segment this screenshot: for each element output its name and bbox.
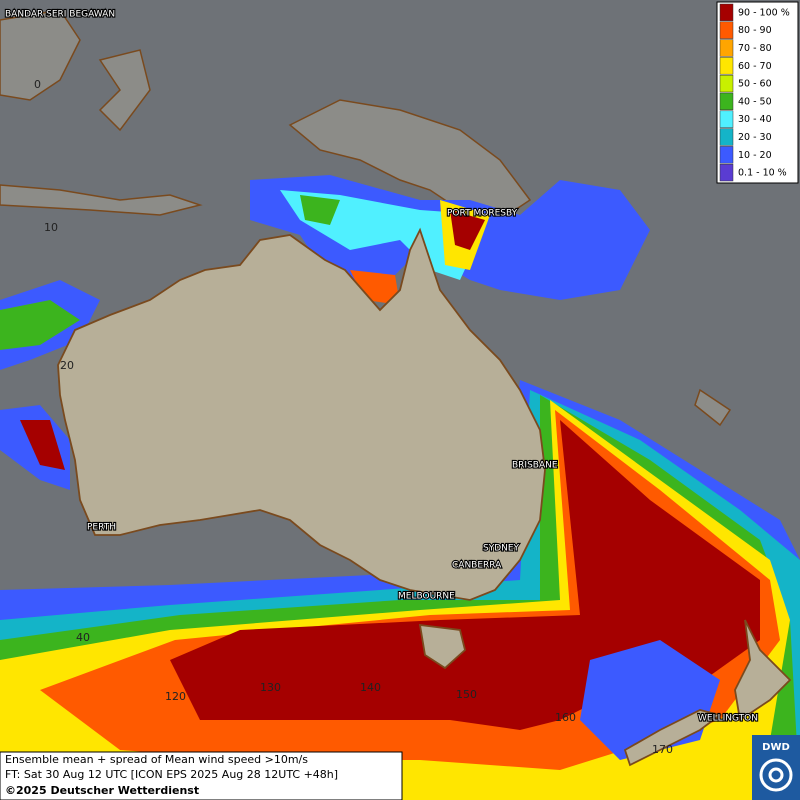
city-label: MELBOURNE [398, 592, 455, 602]
latitude-label: 0 [34, 78, 41, 91]
legend-label: 0.1 - 10 % [738, 168, 787, 179]
legend-label: 40 - 50 [738, 96, 772, 107]
caption-box [0, 751, 403, 800]
longitude-label: 160 [555, 711, 576, 724]
legend-swatch [719, 146, 734, 164]
land [57, 227, 792, 767]
city-label: CANBERRA [452, 561, 502, 571]
logo-text: DWD [762, 742, 790, 753]
legend-label: 50 - 60 [738, 79, 772, 90]
legend-label: 20 - 30 [738, 132, 772, 143]
city-label: SYDNEY [483, 544, 520, 554]
legend-swatch [719, 128, 734, 146]
legend-swatch [719, 163, 734, 182]
logo-icon [768, 767, 784, 783]
legend-swatch [719, 3, 734, 22]
longitude-label: 130 [260, 681, 281, 694]
city-label: BRISBANE [512, 461, 558, 471]
legend-swatch [719, 57, 734, 75]
legend-label: 10 - 20 [738, 150, 772, 161]
legend-label: 90 - 100 % [738, 7, 790, 18]
legend-swatch [719, 92, 734, 111]
legend-swatch [719, 74, 734, 93]
legend-label: 80 - 90 [738, 25, 772, 36]
longitude-label: 150 [456, 688, 477, 701]
city-label: PERTH [87, 523, 116, 533]
latitude-label: 10 [44, 221, 58, 234]
legend-label: 70 - 80 [738, 43, 772, 54]
longitude-label: 170 [652, 743, 673, 756]
city-label: PORT MORESBY [447, 209, 518, 219]
legend-swatch [719, 39, 734, 57]
logo-icon [759, 758, 793, 792]
longitude-label: 140 [360, 681, 381, 694]
city-label: BANDAR SERI BEGAWAN [5, 10, 115, 20]
caption-line: Ensemble mean + spread of Mean wind spee… [5, 753, 308, 766]
legend-label: 60 - 70 [738, 61, 772, 72]
latitude-label: 40 [76, 631, 90, 644]
latitude-label: 20 [60, 359, 74, 372]
legend-swatch [719, 110, 734, 128]
caption-line: FT: Sat 30 Aug 12 UTC [ICON EPS 2025 Aug… [5, 768, 338, 781]
field [0, 175, 800, 800]
longitude-label: 120 [165, 690, 186, 703]
legend-swatch [719, 21, 734, 39]
land-north [0, 9, 732, 427]
city-label: WELLINGTON [698, 714, 758, 724]
legend-label: 30 - 40 [738, 114, 772, 125]
caption-line: ©2025 Deutscher Wetterdienst [5, 784, 199, 797]
